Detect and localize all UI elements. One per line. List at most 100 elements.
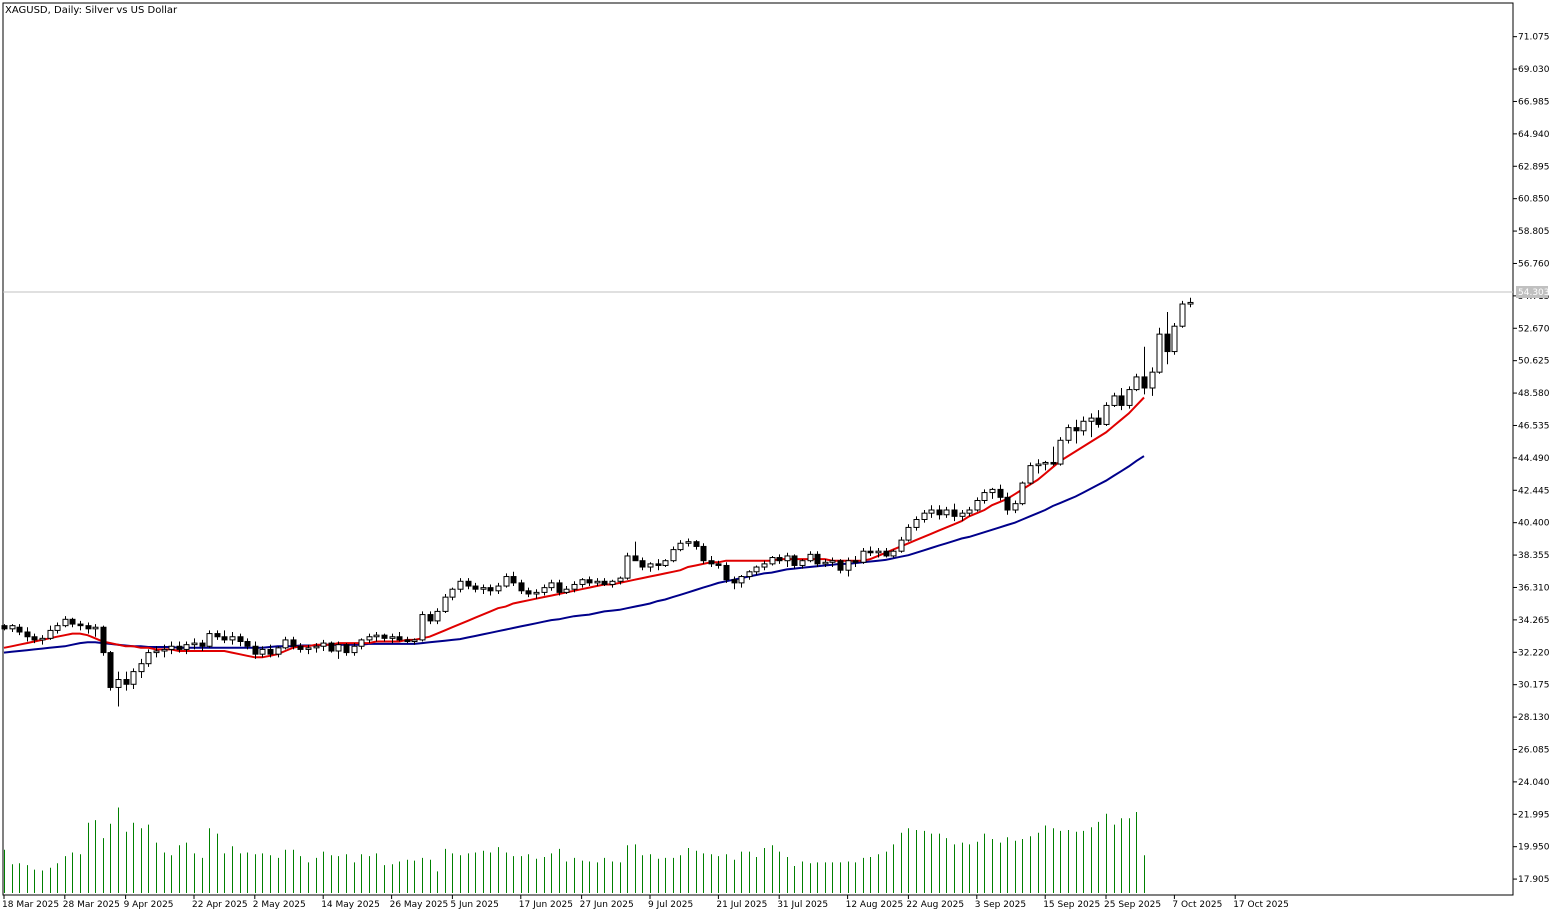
candle: [480, 584, 487, 594]
candle: [503, 573, 510, 588]
candle-body-bear: [936, 509, 943, 516]
candle: [723, 562, 730, 583]
candle: [1050, 446, 1057, 466]
candle-body-bear: [852, 560, 859, 563]
candle-body-bear: [214, 633, 221, 638]
candle: [221, 630, 228, 644]
candle-body-bear: [1118, 395, 1125, 406]
candle: [69, 617, 76, 628]
candle: [1187, 297, 1194, 308]
x-tick-label: 26 May 2025: [390, 900, 449, 910]
candle-body-bull: [9, 625, 16, 630]
candle: [313, 643, 320, 653]
candle: [715, 560, 722, 569]
candle-body-bear: [472, 585, 479, 590]
candle: [199, 639, 206, 652]
candle: [92, 624, 99, 637]
time-axis[interactable]: 18 Mar 2025 28 Mar 2025 9 Apr 2025 22 Apr 2…: [2, 895, 1289, 910]
candle-body-bear: [69, 618, 76, 625]
x-tick-label: 25 Sep 2025: [1104, 900, 1161, 910]
candle-body-bear: [1141, 376, 1148, 389]
candle: [852, 555, 859, 568]
candle-body-bull: [320, 642, 327, 647]
candle-body-bear: [16, 626, 23, 633]
candle: [1065, 424, 1072, 444]
candle-body-bull: [1088, 417, 1095, 422]
candle: [487, 584, 494, 596]
candle-body-bull: [138, 663, 145, 673]
current-price-badge: [1516, 286, 1548, 298]
x-tick-label: 17 Oct 2025: [1233, 900, 1289, 910]
candle: [693, 540, 700, 550]
y-tick-label: 38.355: [1518, 551, 1550, 561]
candle-body-bull: [753, 566, 760, 573]
candle-body-bull: [1156, 333, 1163, 373]
candle: [525, 587, 532, 598]
candle: [533, 589, 540, 599]
candle-body-bear: [693, 541, 700, 547]
candle-body-bull: [183, 644, 190, 650]
candle-body-bull: [1042, 461, 1049, 465]
candle-body-bull: [275, 647, 282, 655]
candle: [77, 620, 84, 631]
candle: [47, 625, 54, 640]
candle: [647, 562, 654, 572]
x-tick-label: 28 Mar 2025: [63, 900, 120, 910]
y-tick-label: 21.995: [1518, 810, 1550, 820]
candle: [875, 548, 882, 558]
candle-body-bull: [168, 645, 175, 650]
candle-body-bull: [761, 563, 768, 568]
candle: [746, 570, 753, 580]
candle-body-bull: [1057, 439, 1064, 465]
candle: [24, 627, 31, 642]
candle-body-bull: [921, 512, 928, 521]
candle: [16, 624, 23, 636]
x-tick-label: 3 Sep 2025: [975, 900, 1026, 910]
candle-body-bear: [404, 639, 411, 643]
candle: [275, 646, 282, 658]
candle-body-bear: [556, 582, 563, 593]
candle: [548, 579, 555, 591]
current-price-label: 54.303: [1518, 288, 1550, 298]
candle-body-bear: [252, 645, 259, 655]
candle: [244, 638, 251, 650]
candle: [655, 559, 662, 571]
y-tick-label: 36.310: [1518, 583, 1550, 593]
candle-body-bear: [107, 652, 114, 688]
candle-body-bull: [875, 550, 882, 554]
candle: [130, 668, 137, 690]
candle-body-bear: [343, 644, 350, 654]
candle: [738, 574, 745, 588]
x-tick-label: 15 Sep 2025: [1043, 900, 1100, 910]
candle-body-bear: [708, 560, 715, 565]
candle-body-bear: [632, 555, 639, 562]
candle-body-bull: [533, 591, 540, 595]
candle: [632, 541, 639, 562]
candle: [1088, 413, 1095, 438]
candle: [176, 641, 183, 653]
candle: [107, 651, 114, 691]
candle: [267, 644, 274, 658]
candle-body-bull: [928, 509, 935, 514]
candle: [860, 548, 867, 564]
candle-body-bear: [297, 645, 304, 650]
candle-body-bull: [503, 576, 510, 587]
candle-body-bear: [77, 623, 84, 627]
candle-body-bear: [1073, 427, 1080, 432]
candle: [237, 633, 244, 647]
candle: [1156, 327, 1163, 374]
candle: [670, 546, 677, 563]
candle-body-bull: [905, 526, 912, 541]
candle: [396, 631, 403, 642]
candle: [297, 643, 304, 653]
candle: [1019, 481, 1026, 506]
y-tick-label: 34.265: [1518, 616, 1550, 626]
y-tick-label: 66.985: [1518, 97, 1550, 107]
price-axis[interactable]: 71.075 69.030 66.985 64.940 62.895 60.850 58.8…: [1513, 33, 1550, 885]
candle-body-bull: [563, 588, 570, 593]
candle-body-bear: [867, 550, 874, 554]
candle: [434, 608, 441, 625]
candle-body-bull: [829, 560, 836, 563]
candle: [427, 611, 434, 625]
